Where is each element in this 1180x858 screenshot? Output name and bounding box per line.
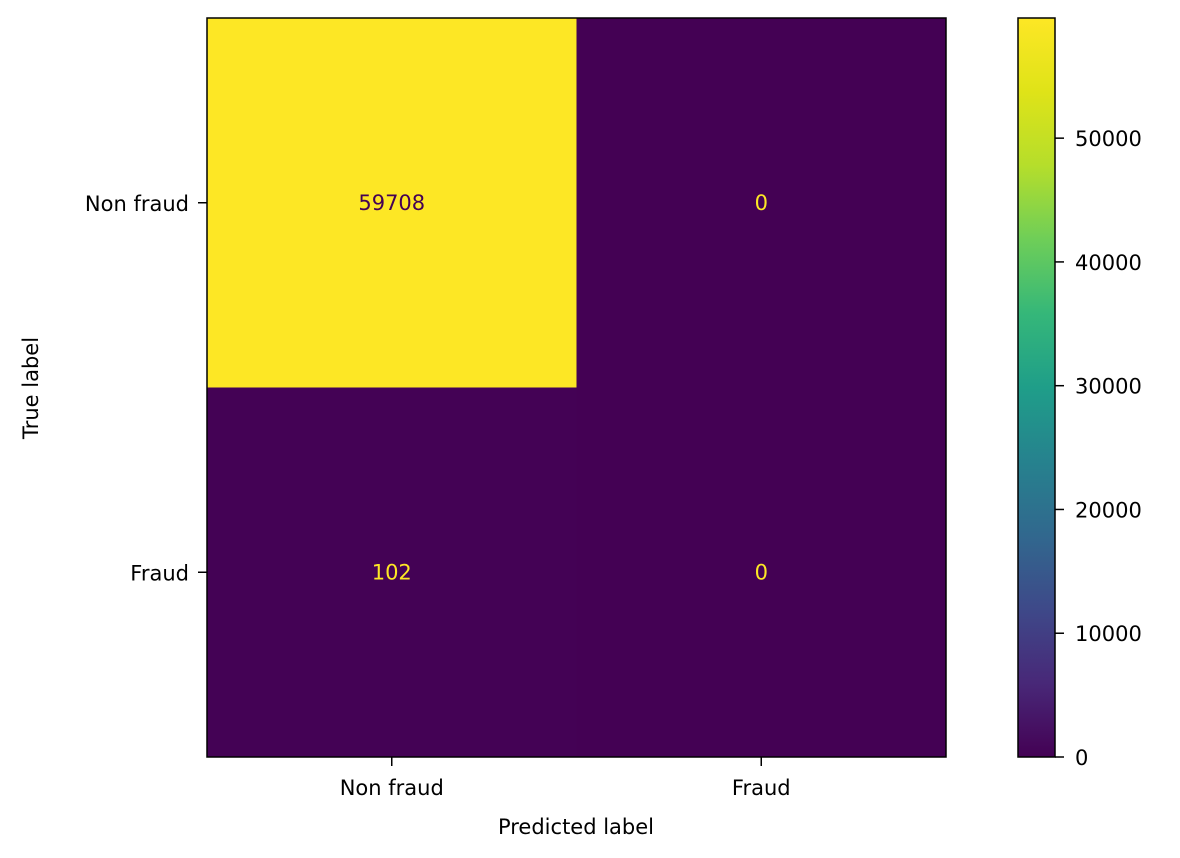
y-axis-ticks: Non fraud Fraud <box>85 192 207 585</box>
y-axis-label: True label <box>19 337 43 440</box>
matrix-cell <box>576 18 946 388</box>
cell-value-label: 0 <box>755 191 768 215</box>
plot-frame <box>206 17 947 758</box>
x-tick-label: Non fraud <box>340 776 444 800</box>
matrix-cells <box>207 18 946 757</box>
matrix-cell-values: 59708 0 102 0 <box>358 191 768 585</box>
x-tick-label: Fraud <box>732 776 791 800</box>
cell-value-label: 59708 <box>358 191 425 215</box>
colorbar-ticks: 0 10000 20000 30000 40000 50000 <box>1055 127 1142 770</box>
y-tick-label: Non fraud <box>85 192 189 216</box>
matrix-cell <box>207 387 577 757</box>
colorbar-tick-label: 40000 <box>1075 251 1142 275</box>
colorbar-tick-label: 30000 <box>1075 375 1142 399</box>
x-axis-ticks: Non fraud Fraud <box>340 757 791 800</box>
colorbar <box>1017 17 1056 758</box>
colorbar-tick-label: 10000 <box>1075 622 1142 646</box>
cell-value-label: 102 <box>372 560 412 584</box>
cell-value-label: 0 <box>755 560 768 584</box>
colorbar-tick-label: 20000 <box>1075 498 1142 522</box>
matrix-cell <box>207 18 577 388</box>
colorbar-tick-label: 50000 <box>1075 127 1142 151</box>
colorbar-tick-label: 0 <box>1075 746 1088 770</box>
matrix-cell <box>576 387 946 757</box>
y-tick-label: Fraud <box>130 561 189 585</box>
x-axis-label: Predicted label <box>498 815 654 839</box>
